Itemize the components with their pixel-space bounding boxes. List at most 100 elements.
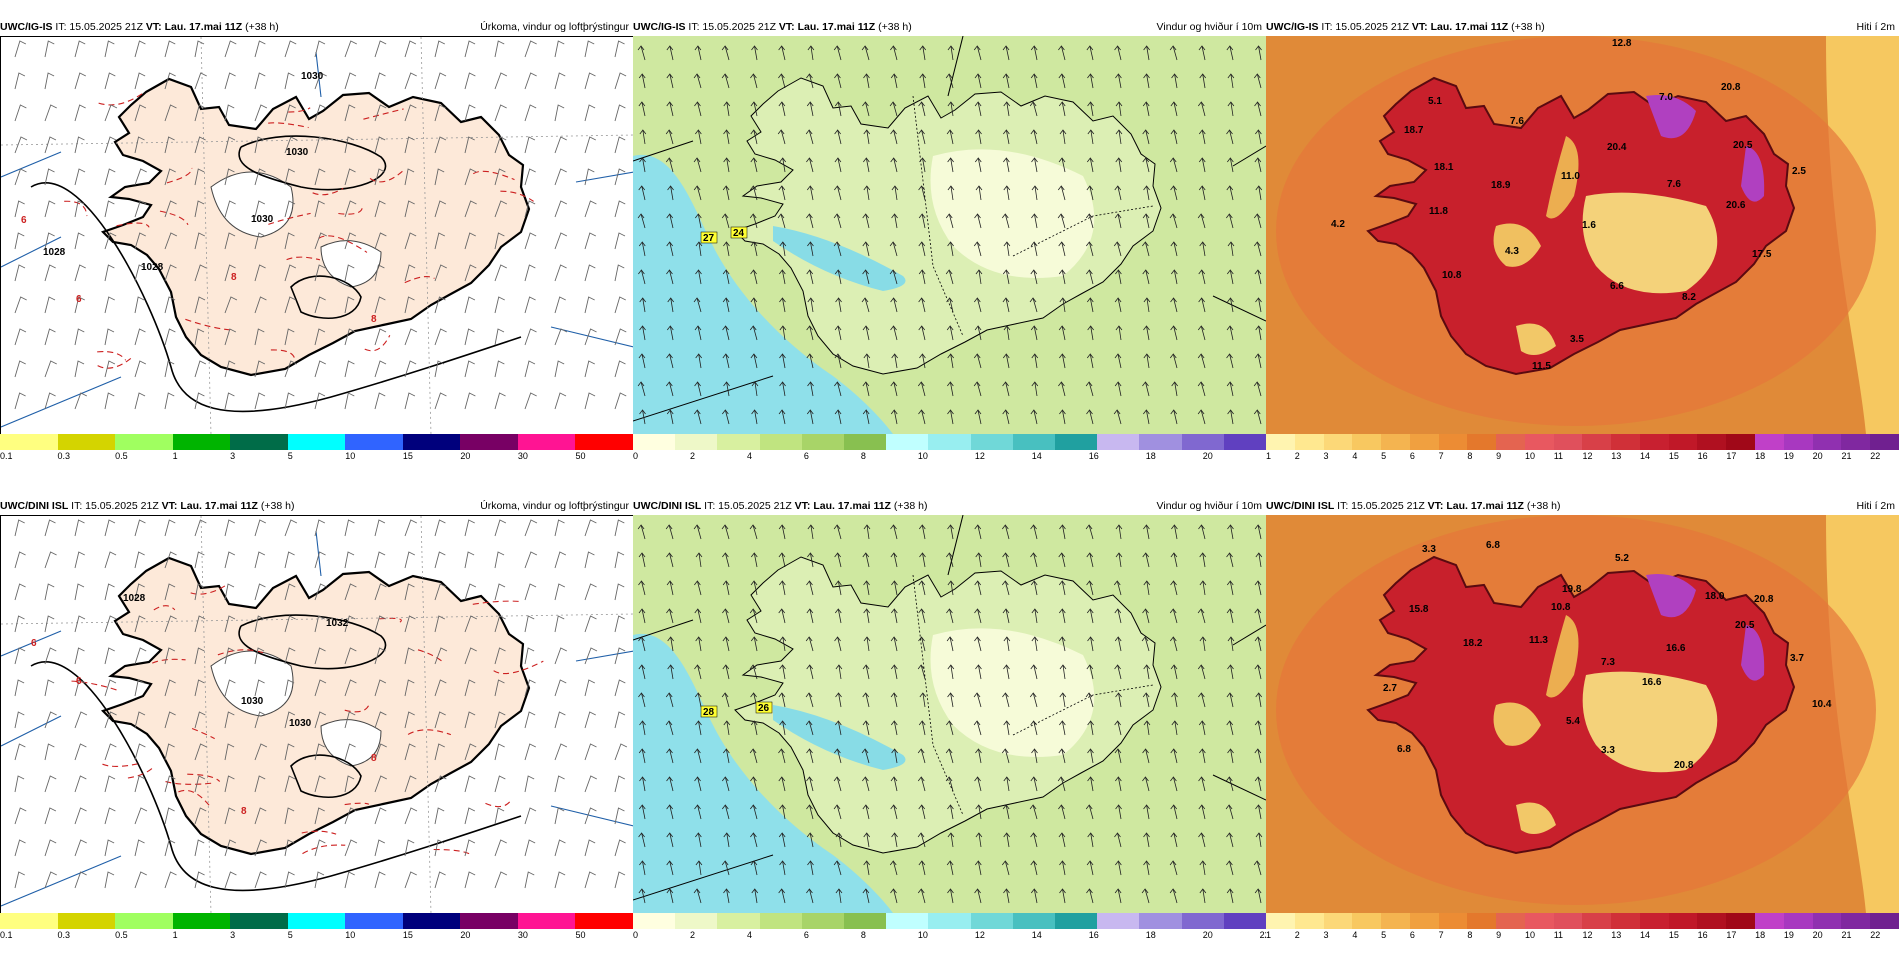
wind-barb — [434, 839, 445, 857]
wind-barb — [374, 551, 386, 569]
wind-arrow — [1199, 580, 1207, 596]
legend-swatch — [1812, 434, 1842, 450]
wind-map: 27 24 — [633, 36, 1266, 434]
fjord-high-wind — [773, 226, 906, 291]
wind-arrow — [890, 73, 898, 89]
wind-arrow — [834, 552, 842, 568]
wind-barb — [14, 871, 25, 889]
wind-arrow — [1086, 888, 1094, 904]
region-boundaries — [912, 574, 1154, 816]
wind-arrow — [1198, 185, 1206, 201]
wind-barb — [134, 679, 145, 697]
legend-tick-label: 5 — [1381, 930, 1387, 940]
wind-barb — [554, 519, 565, 537]
wind-arrow — [665, 157, 674, 173]
wind-arrow — [974, 409, 982, 425]
contour-label: 1030 — [251, 214, 274, 225]
wind-barb — [524, 583, 537, 601]
legend-swatch — [844, 434, 887, 450]
wind-arrow — [638, 552, 646, 568]
wind-barb — [584, 264, 596, 282]
temp-label: 20.8 — [1674, 760, 1694, 771]
wind-arrow — [694, 213, 702, 229]
map-canvas: 28 26 — [633, 515, 1266, 913]
wind-arrow — [778, 524, 786, 540]
wind-barb — [404, 168, 415, 186]
wind-barb — [494, 200, 508, 218]
wind-arrow — [1226, 269, 1234, 285]
wind-barb — [554, 551, 567, 569]
wind-arrow — [835, 580, 842, 596]
wind-arrow — [694, 776, 702, 792]
hot-zone — [1741, 625, 1765, 681]
wind-arrow — [750, 580, 758, 596]
wind-arrow — [1226, 213, 1234, 229]
wind-barb — [194, 232, 206, 250]
wind-arrow — [722, 552, 730, 568]
wind-barb — [554, 72, 566, 90]
glacier-outline — [210, 171, 294, 238]
wind-arrow — [1115, 157, 1123, 173]
wind-arrow — [1255, 692, 1263, 708]
temp-label: 18.2 — [1463, 638, 1483, 649]
wind-arrow — [637, 213, 646, 229]
legend-tick-label: 16 — [1088, 451, 1099, 461]
legend-tick-label: 4 — [746, 451, 752, 461]
wind-arrow — [947, 888, 954, 904]
wind-arrow — [750, 860, 758, 876]
wind-barb — [614, 615, 625, 633]
temp-label: 1.6 — [1582, 220, 1596, 231]
legend-tick-label: 10 — [917, 930, 928, 940]
wind-arrow — [1143, 185, 1150, 201]
wind-barb — [44, 807, 57, 825]
wind-arrows — [637, 524, 1263, 904]
wind-arrow — [749, 748, 758, 764]
wind-barb — [524, 328, 537, 346]
wind-barb — [614, 583, 625, 601]
wind-arrow — [694, 45, 702, 61]
graticule — [633, 515, 1266, 901]
wind-barb — [284, 264, 297, 282]
wind-barb — [164, 807, 175, 825]
wind-barb — [254, 711, 266, 729]
legend-tick-label: 1 — [172, 451, 178, 461]
wind-arrow — [890, 636, 898, 652]
temp-label: 11.3 — [1529, 635, 1548, 646]
wind-barb — [434, 360, 445, 378]
wind-arrow — [639, 409, 646, 425]
cool-highland — [1582, 671, 1718, 773]
wind-arrow — [778, 748, 786, 764]
wind-barb — [224, 711, 235, 729]
wind-arrow — [1114, 45, 1122, 61]
wind-barb — [434, 168, 445, 186]
wind-arrow — [1059, 129, 1067, 145]
wind-barb — [284, 72, 295, 90]
wind-barb — [284, 679, 295, 697]
wind-arrow — [1227, 101, 1235, 117]
model-name: UWC/DINI ISL — [0, 500, 69, 512]
wind-arrow — [974, 580, 982, 596]
wind-arrow — [1169, 353, 1178, 369]
gust-label-bg — [730, 226, 748, 239]
wind-arrow — [639, 297, 647, 313]
wind-barb — [434, 551, 446, 569]
wind-arrow — [1227, 409, 1234, 425]
wind-barb — [224, 647, 235, 665]
wind-barb — [194, 328, 205, 346]
legend-tick-label: 2 — [689, 451, 695, 461]
wind-barb — [284, 839, 295, 857]
legend-swatch — [1870, 913, 1899, 929]
wind-arrow — [862, 381, 870, 397]
wind-barb — [134, 583, 145, 601]
wind-arrow — [973, 692, 982, 708]
wind-arrow — [1254, 720, 1262, 736]
wind-arrow — [1225, 804, 1234, 820]
wind-arrow — [1255, 552, 1263, 568]
contour-label: 8 — [241, 806, 247, 817]
wind-barb — [584, 839, 596, 857]
wind-arrow — [639, 129, 647, 145]
wind-arrow — [1170, 832, 1178, 848]
wind-arrow — [1058, 381, 1066, 397]
legend-swatch — [1352, 913, 1382, 929]
legend-swatch — [759, 913, 802, 929]
